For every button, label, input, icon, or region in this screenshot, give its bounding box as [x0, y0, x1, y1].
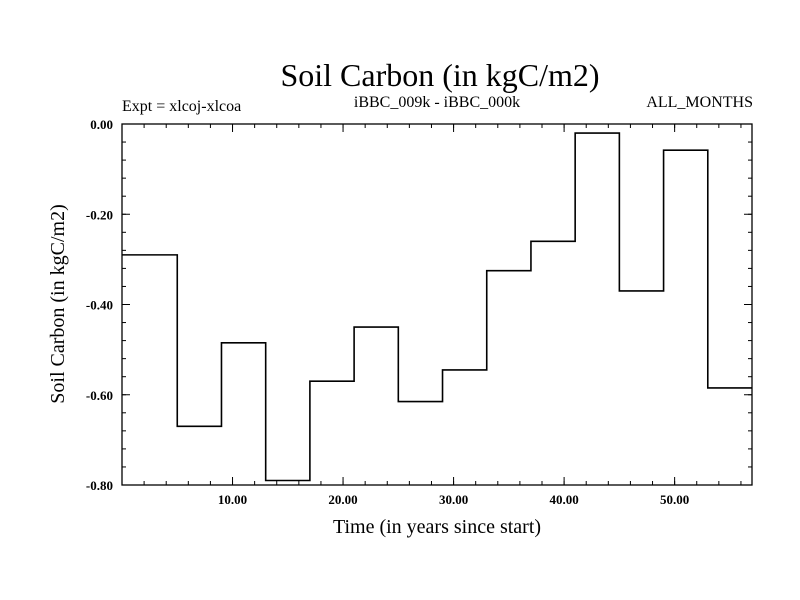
- chart-subtitle-left: Expt = xlcoj-xlcoa: [122, 98, 241, 115]
- chart-subtitle-right: ALL_MONTHS: [646, 94, 753, 111]
- x-tick-label: 50.00: [660, 492, 689, 507]
- series-group: [122, 132, 752, 482]
- plot-frame: [121, 123, 753, 486]
- x-tick-label: 20.00: [328, 492, 357, 507]
- y-tick-label: -0.80: [86, 478, 113, 493]
- x-axis-label: Time (in years since start): [333, 516, 541, 538]
- axis-ticks: [122, 123, 752, 486]
- axis-tick-labels: 10.00 20.00 30.00 40.00 50.00 0.00 -0.20 -0.40 -…: [86, 117, 689, 507]
- x-tick-label: 10.00: [218, 492, 247, 507]
- chart-subtitle-center: iBBC_009k - iBBC_000k: [354, 94, 520, 111]
- x-tick-label: 40.00: [549, 492, 578, 507]
- y-tick-label: -0.60: [86, 388, 113, 403]
- y-tick-label: -0.20: [86, 207, 113, 222]
- series-line: [122, 132, 752, 482]
- chart-title: Soil Carbon (in kgC/m2): [280, 57, 599, 93]
- y-tick-label: 0.00: [90, 117, 113, 132]
- y-tick-label: -0.40: [86, 298, 113, 313]
- y-axis-label: Soil Carbon (in kgC/m2): [47, 204, 69, 403]
- x-tick-label: 30.00: [439, 492, 468, 507]
